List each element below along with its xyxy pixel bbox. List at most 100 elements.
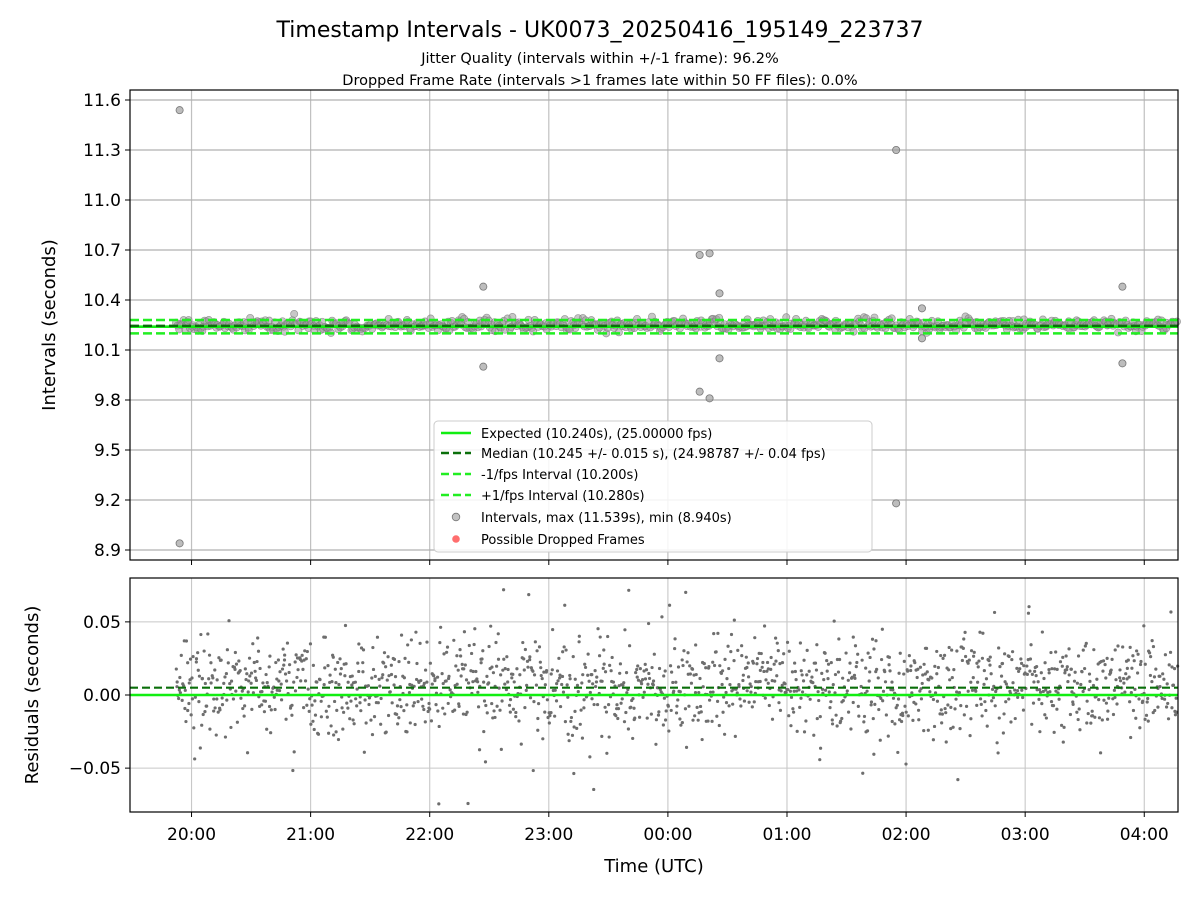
residual-point	[1055, 667, 1059, 671]
interval-outlier-point	[715, 354, 724, 363]
residual-point	[668, 664, 673, 668]
residual-point	[342, 710, 346, 714]
residual-point	[1150, 639, 1154, 643]
residual-point	[901, 713, 905, 718]
residual-point	[526, 665, 530, 669]
residual-point	[334, 680, 338, 685]
residual-point	[234, 662, 239, 666]
residual-point	[999, 674, 1004, 678]
residual-point	[479, 661, 483, 665]
residual-point	[638, 667, 642, 671]
residual-point	[887, 655, 891, 659]
residual-point	[1102, 698, 1106, 702]
residual-point	[795, 689, 799, 693]
residual-point	[755, 656, 760, 661]
residual-point	[593, 684, 598, 689]
residuals-x-tick-label: 01:00	[762, 825, 811, 845]
residual-point	[1068, 712, 1073, 717]
residual-point	[805, 648, 809, 652]
residual-point	[1141, 699, 1145, 703]
residual-point	[318, 678, 322, 682]
residual-point	[377, 677, 381, 681]
residual-point	[1060, 723, 1064, 727]
chart-subtitle-dropped: Dropped Frame Rate (intervals >1 frames …	[342, 73, 857, 89]
residual-point	[1090, 714, 1095, 718]
residual-point	[746, 661, 750, 665]
residual-point	[762, 624, 767, 628]
residual-point	[872, 647, 876, 651]
residual-point	[956, 778, 960, 782]
residual-point	[988, 655, 992, 659]
residual-point	[930, 676, 934, 680]
residual-point	[539, 673, 543, 678]
residual-point	[826, 677, 830, 681]
residual-point	[332, 733, 336, 737]
residual-point	[270, 690, 274, 694]
residual-point	[995, 741, 999, 745]
residual-point	[601, 666, 605, 670]
residual-point	[1097, 697, 1101, 702]
residual-point	[308, 697, 312, 701]
residual-point	[511, 672, 515, 676]
residual-point	[275, 677, 279, 681]
residual-point	[193, 695, 197, 699]
residual-point	[646, 682, 650, 686]
residual-point	[267, 665, 271, 669]
residual-point	[820, 671, 824, 675]
residual-point	[922, 729, 926, 733]
residual-point	[600, 734, 604, 738]
residual-point	[985, 724, 989, 728]
residual-point	[222, 681, 226, 685]
residual-point	[990, 699, 994, 703]
residual-point	[566, 732, 570, 736]
residual-point	[361, 661, 365, 665]
residual-point	[793, 669, 797, 674]
residual-point	[188, 657, 193, 661]
residual-point	[1138, 726, 1142, 730]
residual-point	[532, 673, 537, 677]
residual-point	[543, 683, 547, 687]
residual-point	[534, 683, 539, 687]
residual-point	[749, 684, 753, 689]
residual-point	[582, 706, 586, 710]
residual-point	[833, 691, 837, 695]
residual-point	[242, 714, 246, 718]
residual-point	[499, 673, 503, 677]
residual-point	[422, 707, 426, 712]
residual-point	[457, 702, 461, 706]
residual-point	[789, 724, 793, 728]
residual-point	[572, 725, 576, 729]
residual-point	[837, 637, 841, 641]
residual-point	[369, 718, 373, 722]
residual-point	[874, 639, 878, 643]
residual-point	[250, 707, 254, 711]
residual-point	[975, 703, 979, 707]
residual-point	[550, 668, 554, 672]
residual-point	[1025, 672, 1029, 676]
residual-point	[343, 674, 347, 678]
residual-point	[378, 684, 382, 688]
residual-point	[225, 648, 229, 652]
residual-point	[1083, 666, 1087, 671]
residual-point	[361, 670, 365, 674]
residual-point	[706, 719, 710, 723]
residual-point	[459, 654, 463, 658]
residual-point	[563, 603, 567, 607]
residual-point	[303, 679, 308, 683]
residual-point	[673, 637, 677, 641]
residual-point	[1118, 668, 1122, 672]
residual-point	[1018, 667, 1022, 671]
residual-point	[199, 632, 203, 637]
residual-point	[762, 669, 766, 674]
residual-point	[324, 709, 328, 713]
residual-point	[980, 656, 985, 660]
residual-point	[698, 704, 703, 709]
residual-point	[847, 671, 852, 675]
residual-point	[1162, 697, 1167, 701]
residual-point	[295, 675, 299, 680]
residual-point	[1054, 650, 1058, 654]
residual-point	[502, 657, 506, 661]
residual-point	[268, 654, 272, 658]
residual-point	[910, 691, 914, 695]
residual-point	[1030, 722, 1034, 726]
